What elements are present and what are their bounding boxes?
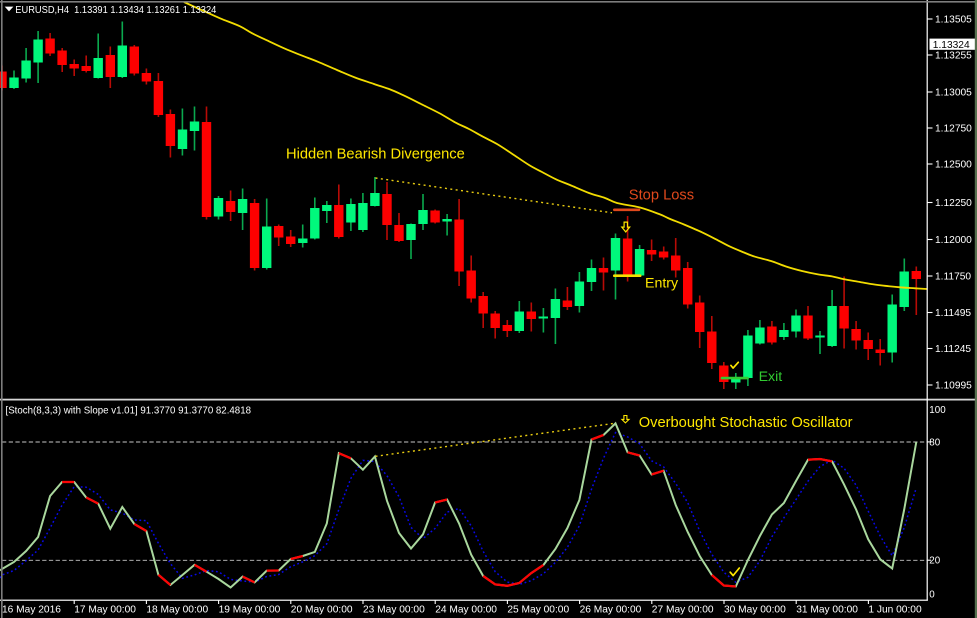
svg-text:Overbought Stochastic Oscillat: Overbought Stochastic Oscillator: [639, 415, 853, 431]
svg-text:Exit: Exit: [759, 369, 783, 385]
svg-text:1.11245: 1.11245: [935, 344, 971, 355]
svg-text:25 May 00:00: 25 May 00:00: [507, 605, 569, 616]
svg-text:27 May 00:00: 27 May 00:00: [652, 605, 714, 616]
svg-text:31 May 00:00: 31 May 00:00: [796, 605, 858, 616]
svg-text:1 Jun 00:00: 1 Jun 00:00: [868, 605, 922, 616]
svg-text:Hidden Bearish Divergence: Hidden Bearish Divergence: [286, 146, 465, 162]
svg-text:20: 20: [929, 556, 940, 567]
svg-text:100: 100: [929, 405, 946, 416]
svg-text:30 May 00:00: 30 May 00:00: [724, 605, 786, 616]
svg-text:1.12750: 1.12750: [935, 124, 972, 135]
svg-text:19 May 00:00: 19 May 00:00: [219, 605, 281, 616]
svg-text:18 May 00:00: 18 May 00:00: [146, 605, 208, 616]
svg-text:0: 0: [929, 589, 935, 600]
svg-text:26 May 00:00: 26 May 00:00: [580, 605, 642, 616]
svg-text:1.10995: 1.10995: [935, 381, 972, 392]
svg-text:24 May 00:00: 24 May 00:00: [435, 605, 497, 616]
svg-text:20 May 00:00: 20 May 00:00: [291, 605, 353, 616]
svg-text:1.13324: 1.13324: [933, 40, 970, 51]
svg-text:16 May 2016: 16 May 2016: [2, 605, 61, 616]
svg-text:EURUSD,H4 1.13391 1.13434 1.1: EURUSD,H4 1.13391 1.13434 1.13261 1.1332…: [15, 5, 216, 16]
svg-text:1.12500: 1.12500: [935, 160, 972, 171]
svg-text:1.13005: 1.13005: [935, 88, 972, 99]
svg-text:23 May 00:00: 23 May 00:00: [363, 605, 425, 616]
svg-text:17 May 00:00: 17 May 00:00: [74, 605, 136, 616]
svg-text:[Stoch(8,3,3) with Slope v1.01: [Stoch(8,3,3) with Slope v1.01] 91.3770 …: [6, 405, 252, 416]
svg-text:Entry: Entry: [645, 275, 679, 291]
svg-text:1.12000: 1.12000: [935, 235, 972, 246]
svg-text:1.11495: 1.11495: [935, 308, 971, 319]
svg-text:1.11750: 1.11750: [935, 272, 971, 283]
svg-text:1.13505: 1.13505: [935, 15, 972, 26]
svg-text:1.12250: 1.12250: [935, 198, 972, 209]
svg-text:80: 80: [929, 437, 940, 448]
svg-text:Stop Loss: Stop Loss: [629, 187, 694, 203]
svg-text:1.13255: 1.13255: [935, 51, 972, 62]
